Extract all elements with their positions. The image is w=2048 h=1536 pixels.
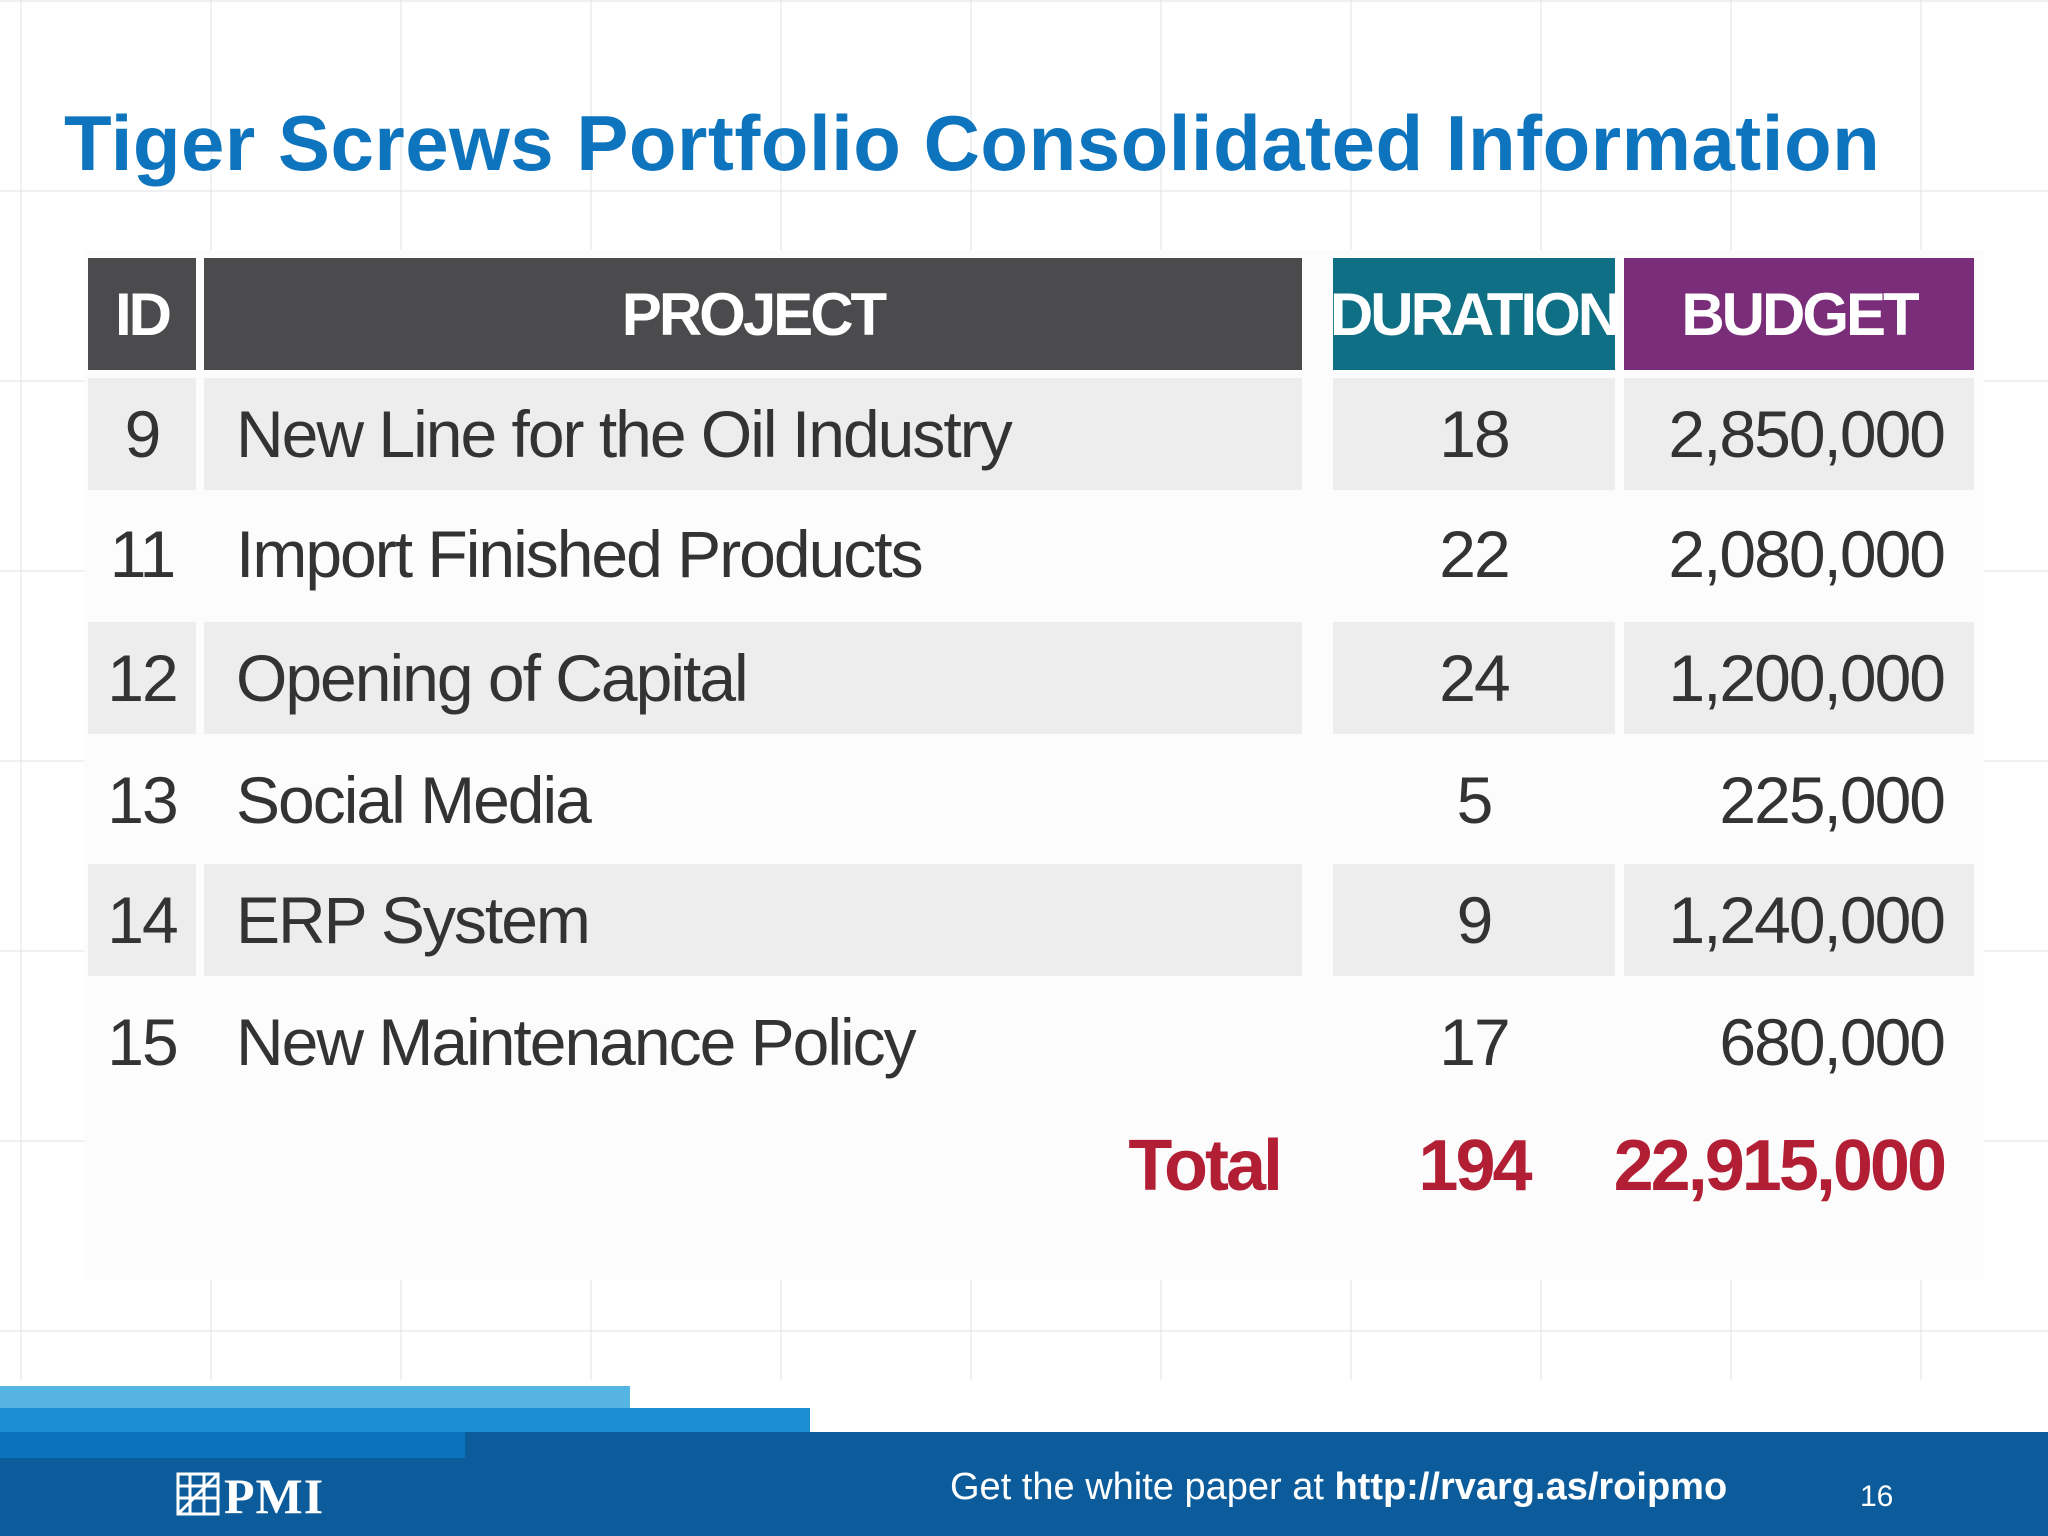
table-row-budget: 225,000	[1719, 763, 1946, 837]
table-row-id: 14	[88, 864, 196, 976]
header-duration: DURATION	[1330, 258, 1621, 370]
header-project: PROJECT	[204, 258, 1302, 370]
slide-title: Tiger Screws Portfolio Consolidated Info…	[64, 99, 1881, 187]
header-id: ID	[88, 258, 196, 370]
table-row-project: New Line for the Oil Industry	[204, 378, 1302, 490]
table-row-project: Opening of Capital	[204, 622, 1302, 734]
table-row-project: Import Finished Products	[236, 517, 924, 591]
table-row-id: 12	[88, 622, 196, 734]
table-row-id: 15	[107, 1005, 178, 1079]
table-row-project: Social Media	[236, 763, 592, 837]
table-row-id: 13	[107, 763, 178, 837]
table-row-id: 9	[88, 378, 196, 490]
table-row-duration: 5	[1456, 763, 1494, 837]
table-row-duration: 18	[1333, 378, 1615, 490]
total-budget: 22,915,000	[1613, 1126, 1947, 1206]
table-row-duration: 9	[1333, 864, 1615, 976]
footer-text-prefix: Get the white paper at	[950, 1466, 1335, 1508]
globe-icon	[176, 1472, 220, 1521]
table-row-duration: 17	[1439, 1005, 1510, 1079]
table-row-project: ERP System	[204, 864, 1302, 976]
table-row-budget: 2,850,000	[1624, 378, 1974, 490]
table-row-budget: 680,000	[1719, 1005, 1946, 1079]
footer-stripe-light	[0, 1386, 630, 1408]
table-row-duration: 24	[1333, 622, 1615, 734]
footer-stripe-medium	[0, 1408, 810, 1432]
page-number: 16	[1860, 1480, 1894, 1513]
total-label: Total	[1128, 1126, 1283, 1206]
table-row-budget: 2,080,000	[1668, 517, 1946, 591]
table-row-budget: 1,200,000	[1624, 622, 1974, 734]
total-duration: 194	[1418, 1126, 1532, 1206]
footer-text: Get the white paper at http://rvarg.as/r…	[950, 1466, 1727, 1509]
white-paper-link[interactable]: http://rvarg.as/roipmo	[1334, 1466, 1728, 1508]
header-budget: BUDGET	[1624, 258, 1974, 370]
table-row-budget: 1,240,000	[1624, 864, 1974, 976]
pmi-logo: PMI	[176, 1468, 325, 1524]
table-row-project: New Maintenance Policy	[236, 1005, 917, 1079]
table-row-id: 11	[109, 517, 177, 591]
footer-stripe-dark	[0, 1432, 465, 1458]
logo-text: PMI	[224, 1468, 325, 1524]
table-row-duration: 22	[1439, 517, 1510, 591]
